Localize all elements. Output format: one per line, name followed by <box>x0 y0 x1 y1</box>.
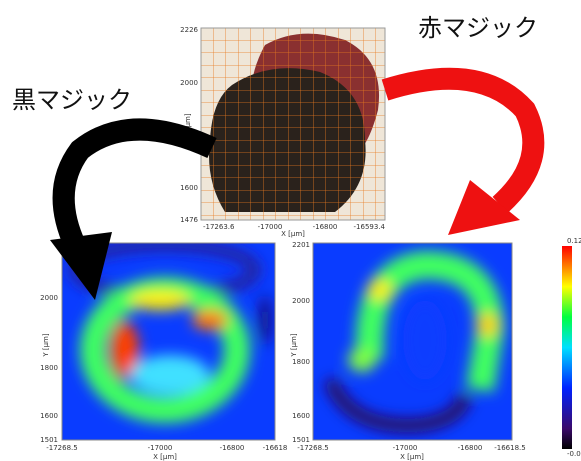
x-tick: -16593.4 <box>354 223 386 231</box>
y-tick: 2226 <box>180 26 198 34</box>
x-tick: -17000 <box>258 223 283 231</box>
colorbar-min: -0.03 <box>567 450 581 458</box>
black-arrow <box>50 118 217 300</box>
red-arrow <box>381 67 545 235</box>
y-tick: 2000 <box>180 79 198 87</box>
red-marker-label: 赤マジック <box>418 14 538 42</box>
x-label: X [µm] <box>281 230 305 238</box>
right-heatmap: 2201 2000 1800 1600 1501 -17268.5 -17000… <box>290 241 526 461</box>
x-tick: -17000 <box>148 444 173 452</box>
x-label: X [µm] <box>153 453 177 461</box>
y-tick: 1501 <box>40 436 58 444</box>
x-tick: -17263.6 <box>203 223 235 231</box>
x-tick: -17000 <box>393 444 418 452</box>
x-tick: -16800 <box>458 444 483 452</box>
y-tick: 1800 <box>40 364 58 372</box>
y-tick: 1600 <box>40 412 58 420</box>
x-tick: -16800 <box>220 444 245 452</box>
x-tick: -17268.5 <box>297 444 328 452</box>
y-label: Y [µm] <box>290 333 298 358</box>
y-tick: 2000 <box>40 294 58 302</box>
y-label: Y [µm] <box>184 113 192 138</box>
y-tick: 2201 <box>292 241 310 249</box>
y-tick: 1476 <box>180 216 198 224</box>
y-tick: 1600 <box>180 184 198 192</box>
x-label: X [µm] <box>400 453 424 461</box>
black-marker-label: 黒マジック <box>12 86 132 114</box>
y-tick: 1501 <box>292 436 310 444</box>
x-tick: -16800 <box>313 223 338 231</box>
x-tick: -16618 <box>263 444 288 452</box>
y-tick: 1600 <box>292 412 310 420</box>
colorbar-max: 0.12 <box>567 237 581 245</box>
photo: 2226 2000 1800 1600 1476 -17263.6 -17000… <box>180 26 385 238</box>
x-tick: -16618.5 <box>494 444 525 452</box>
y-label: Y [µm] <box>42 333 50 358</box>
y-tick: 1800 <box>292 358 310 366</box>
colorbar: 0.12 -0.03 <box>562 237 581 458</box>
y-tick: 2000 <box>292 297 310 305</box>
x-tick: -17268.5 <box>46 444 77 452</box>
